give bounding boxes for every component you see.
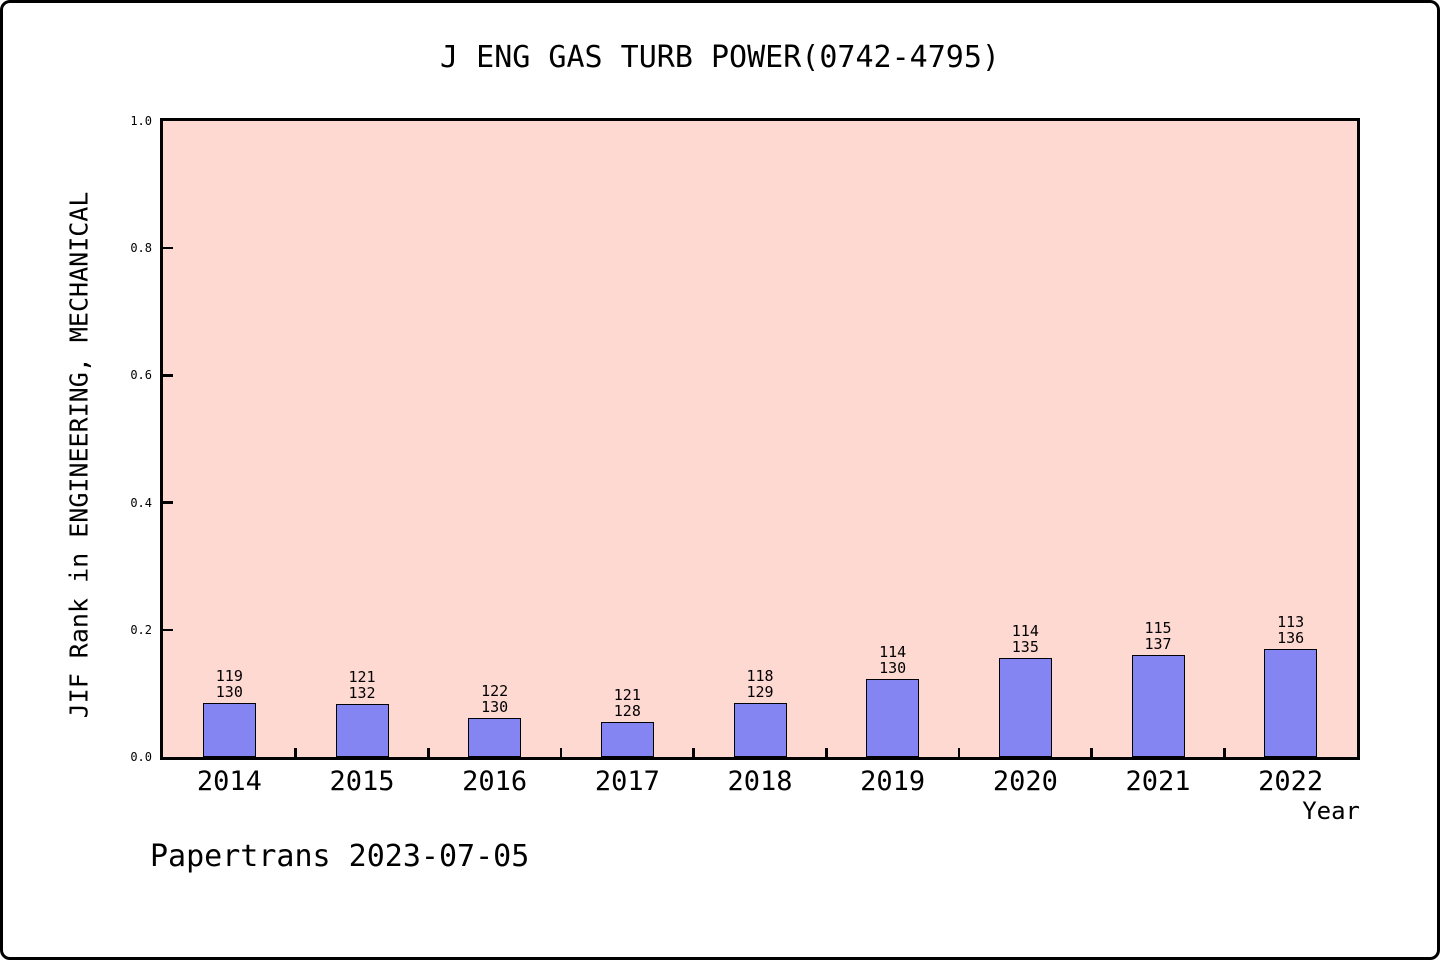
bar	[998, 658, 1052, 757]
x-tick-label: 2021	[1125, 766, 1191, 797]
y-tick-label: 0.6	[130, 368, 152, 383]
bar-value-label: 114 130	[879, 642, 907, 677]
x-tick-mark	[692, 748, 695, 757]
bar-value-label: 113 136	[1277, 613, 1305, 648]
x-axis-label: Year	[1302, 797, 1360, 825]
y-axis-label: JIF Rank in ENGINEERING, MECHANICAL	[64, 191, 94, 719]
x-tick-mark	[1223, 748, 1226, 757]
x-tick-label: 2019	[860, 766, 926, 797]
x-tick-label: 2014	[196, 766, 262, 797]
bar	[335, 704, 389, 757]
x-tick-label: 2017	[594, 766, 660, 797]
x-tick-mark	[427, 748, 430, 757]
y-tick-mark	[163, 374, 173, 377]
bar-value-label: 119 130	[215, 667, 243, 702]
plot-area: 119 130 121 132 122 130 121 128 118 129 114 1…	[163, 121, 1357, 757]
bar-value-label: 121 128	[613, 686, 641, 721]
x-tick-label: 2018	[727, 766, 793, 797]
y-tick-mark	[163, 628, 173, 632]
y-tick-mark	[163, 501, 173, 504]
y-tick-label: 1.0	[130, 114, 152, 128]
x-tick-mark	[294, 748, 297, 757]
x-tick-mark	[825, 748, 828, 757]
y-tick-label: 0.2	[130, 622, 152, 637]
bar	[866, 678, 920, 757]
bar	[202, 703, 256, 757]
x-tick-mark	[559, 748, 563, 757]
bar-value-label: 115 137	[1144, 618, 1172, 653]
y-tick-label: 0.0	[130, 750, 152, 764]
chart-title: J ENG GAS TURB POWER(0742-4795)	[440, 40, 1000, 75]
x-tick-mark	[957, 748, 961, 757]
x-tick-label: 2020	[992, 766, 1058, 797]
bar-value-label: 121 132	[348, 668, 376, 702]
x-tick-label: 2016	[462, 766, 528, 797]
bar-value-label: 114 135	[1011, 622, 1039, 657]
x-tick-mark	[1090, 748, 1093, 757]
bar-value-label: 122 130	[481, 681, 509, 716]
y-tick-label: 0.8	[130, 241, 152, 256]
bar	[1131, 654, 1185, 757]
bar	[1264, 649, 1318, 757]
watermark-text: Papertrans 2023-07-05	[150, 839, 530, 874]
x-tick-label: 2015	[329, 766, 395, 797]
bar-value-label: 118 129	[746, 666, 774, 701]
bar	[600, 722, 654, 757]
y-tick-mark	[163, 246, 173, 250]
y-tick-label: 0.4	[130, 495, 152, 510]
bar	[733, 702, 787, 757]
bar	[468, 717, 522, 757]
x-tick-label: 2022	[1258, 766, 1324, 797]
